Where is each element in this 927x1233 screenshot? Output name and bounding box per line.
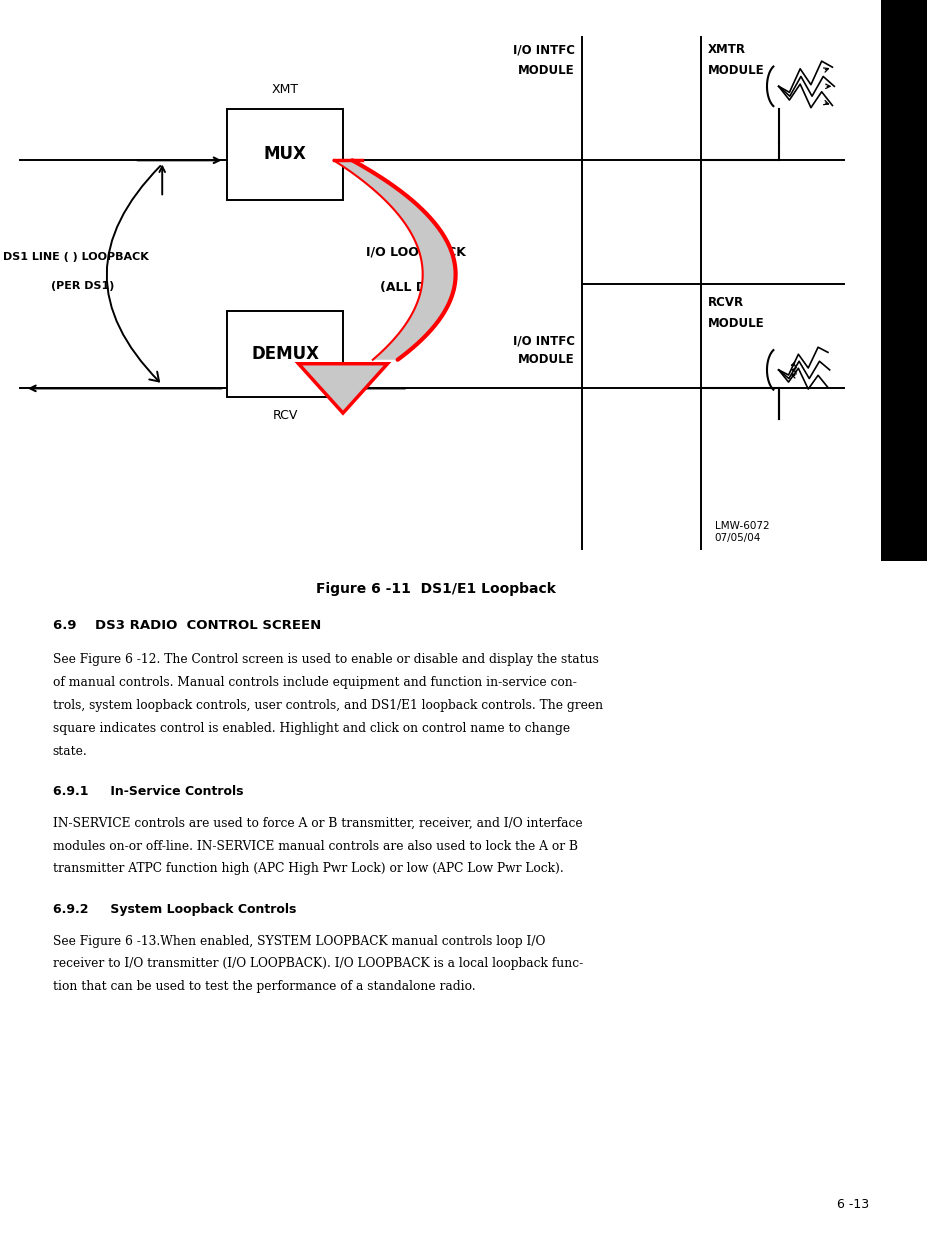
Text: 6 -13: 6 -13 <box>837 1197 869 1211</box>
Text: 6.9.1     In-Service Controls: 6.9.1 In-Service Controls <box>53 785 244 798</box>
Text: square indicates control is enabled. Highlight and click on control name to chan: square indicates control is enabled. Hig… <box>53 723 570 735</box>
Text: I/O LOOPBACK: I/O LOOPBACK <box>366 245 466 258</box>
Text: XMTR: XMTR <box>708 43 746 57</box>
Text: IN-SERVICE controls are used to force A or B transmitter, receiver, and I/O inte: IN-SERVICE controls are used to force A … <box>53 817 582 830</box>
Polygon shape <box>298 364 387 413</box>
Text: I/O INTFC: I/O INTFC <box>513 334 575 348</box>
Text: 6.9    DS3 RADIO  CONTROL SCREEN: 6.9 DS3 RADIO CONTROL SCREEN <box>53 619 321 633</box>
Text: tion that can be used to test the performance of a standalone radio.: tion that can be used to test the perfor… <box>53 980 476 994</box>
Text: of manual controls. Manual controls include equipment and function in-service co: of manual controls. Manual controls incl… <box>53 676 577 689</box>
Text: Figure 6 -11  DS1/E1 Loopback: Figure 6 -11 DS1/E1 Loopback <box>316 582 555 596</box>
Text: See Figure 6 -13.When enabled, SYSTEM LOOPBACK manual controls loop I/O: See Figure 6 -13.When enabled, SYSTEM LO… <box>53 935 545 948</box>
Text: (PER DS1): (PER DS1) <box>51 280 114 291</box>
Text: state.: state. <box>53 745 87 758</box>
Text: trols, system loopback controls, user controls, and DS1/E1 loopback controls. Th: trols, system loopback controls, user co… <box>53 699 603 713</box>
Bar <box>881 0 927 561</box>
Text: modules on-or off-line. IN-SERVICE manual controls are also used to lock the A o: modules on-or off-line. IN-SERVICE manua… <box>53 840 578 853</box>
Text: RCVR: RCVR <box>708 296 744 309</box>
Text: MUX: MUX <box>263 145 307 163</box>
Bar <box>227 311 343 397</box>
Text: MODULE: MODULE <box>518 353 575 366</box>
FancyArrowPatch shape <box>107 166 160 381</box>
Text: LMW-6072
07/05/04: LMW-6072 07/05/04 <box>715 520 769 543</box>
Bar <box>227 109 343 200</box>
Polygon shape <box>334 160 455 360</box>
Text: MODULE: MODULE <box>708 317 765 330</box>
Text: (ALL DS1s): (ALL DS1s) <box>380 280 457 293</box>
Text: receiver to I/O transmitter (I/O LOOPBACK). I/O LOOPBACK is a local loopback fun: receiver to I/O transmitter (I/O LOOPBAC… <box>53 958 583 970</box>
Text: XMT: XMT <box>272 83 298 96</box>
Text: MODULE: MODULE <box>708 64 765 78</box>
Text: See Figure 6 -12. The Control screen is used to enable or disable and display th: See Figure 6 -12. The Control screen is … <box>53 653 599 667</box>
Text: I/O INTFC: I/O INTFC <box>513 43 575 57</box>
Text: DS1 LINE ( ) LOOPBACK: DS1 LINE ( ) LOOPBACK <box>3 252 148 261</box>
Text: MODULE: MODULE <box>518 64 575 78</box>
Text: RCV: RCV <box>273 409 298 423</box>
Text: transmitter ATPC function high (APC High Pwr Lock) or low (APC Low Pwr Lock).: transmitter ATPC function high (APC High… <box>53 863 564 875</box>
Text: 6.9.2     System Loopback Controls: 6.9.2 System Loopback Controls <box>53 903 297 916</box>
Text: DEMUX: DEMUX <box>251 345 319 363</box>
